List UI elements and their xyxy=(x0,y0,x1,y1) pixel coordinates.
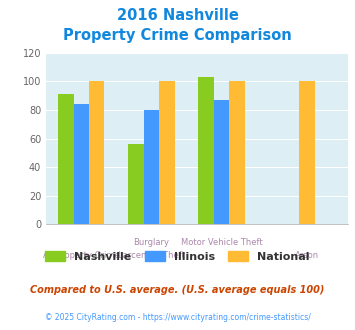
Bar xyxy=(89,82,104,224)
Bar xyxy=(159,82,175,224)
Bar xyxy=(73,104,89,224)
Bar xyxy=(214,100,229,224)
Bar xyxy=(300,82,315,224)
Text: Arson: Arson xyxy=(295,251,319,260)
Bar xyxy=(198,77,214,224)
Bar xyxy=(128,144,144,224)
Text: Property Crime Comparison: Property Crime Comparison xyxy=(63,28,292,43)
Bar xyxy=(144,110,159,224)
Text: Motor Vehicle Theft: Motor Vehicle Theft xyxy=(181,238,262,247)
Text: All Property Crime: All Property Crime xyxy=(43,251,120,260)
Legend: Nashville, Illinois, National: Nashville, Illinois, National xyxy=(41,247,314,267)
Text: Burglary: Burglary xyxy=(133,238,169,247)
Text: © 2025 CityRating.com - https://www.cityrating.com/crime-statistics/: © 2025 CityRating.com - https://www.city… xyxy=(45,314,310,322)
Text: Compared to U.S. average. (U.S. average equals 100): Compared to U.S. average. (U.S. average … xyxy=(30,285,325,295)
Bar xyxy=(58,94,73,224)
Text: Larceny & Theft: Larceny & Theft xyxy=(118,251,185,260)
Bar xyxy=(229,82,245,224)
Text: 2016 Nashville: 2016 Nashville xyxy=(116,8,239,23)
